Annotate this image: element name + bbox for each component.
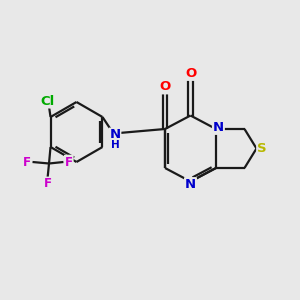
Text: N: N [109, 128, 121, 142]
Text: O: O [185, 67, 196, 80]
Text: N: N [213, 121, 224, 134]
Text: Cl: Cl [40, 94, 55, 108]
Text: N: N [185, 178, 196, 191]
Text: S: S [257, 142, 267, 155]
Text: O: O [159, 80, 171, 94]
Text: H: H [110, 140, 119, 150]
Text: F: F [65, 155, 73, 169]
Text: F: F [44, 177, 52, 190]
Text: F: F [23, 155, 31, 169]
